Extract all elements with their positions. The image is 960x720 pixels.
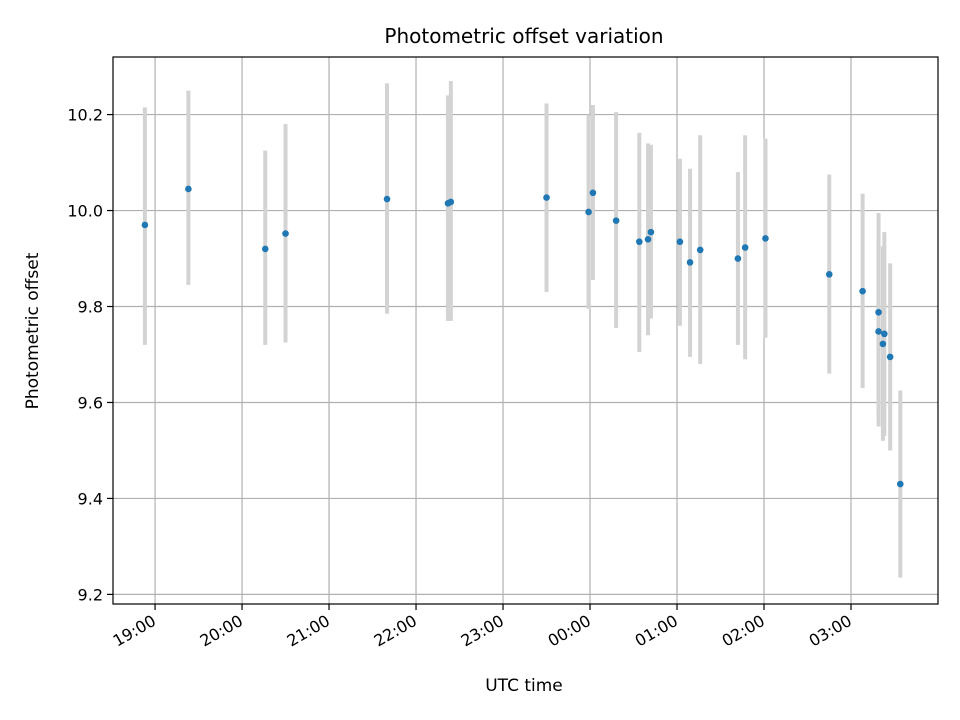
x-tick-label: 20:00 [197,611,246,651]
x-tick-label: 21:00 [284,611,333,651]
y-tick-label: 9.4 [78,489,103,508]
y-tick-label: 10.0 [67,202,103,221]
data-point [589,189,597,197]
y-tick-label: 10.2 [67,106,103,125]
data-point [185,185,192,193]
y-axis-label: Photometric offset [23,252,43,409]
data-point [897,480,904,488]
data-point [447,198,455,206]
data-point [383,195,391,203]
x-axis-label: UTC time [485,676,563,696]
data-point [686,259,694,266]
data-point [282,230,289,237]
data-point [762,235,769,242]
data-point [696,246,704,254]
data-point [875,328,882,335]
x-tick-label: 01:00 [632,611,681,651]
data-point [644,236,652,243]
data-point [879,340,887,348]
grid-layer [113,57,938,604]
x-tick-label: 19:00 [110,611,159,651]
x-tick-label: 03:00 [806,611,855,651]
x-tick-label: 23:00 [458,611,507,651]
x-tick-label: 22:00 [371,611,420,651]
data-point [261,245,269,253]
data-point [647,228,655,236]
x-tick-label: 02:00 [719,611,768,651]
y-tick-label: 9.8 [78,298,103,317]
errorbar-layer [142,80,903,578]
data-point [636,238,643,246]
y-tick-label: 9.2 [78,585,103,604]
point-layer [141,185,904,488]
data-point [543,194,550,201]
data-point [612,217,620,224]
x-tick-label: 00:00 [545,611,594,651]
data-point [859,287,866,295]
x-tick-layer: 19:00 20:00 21:00 22:00 23:00 00:00 01:00 02:00… [110,604,855,651]
y-tick-layer: 9.2 9.4 9.6 9.8 10.0 10.2 [67,106,113,604]
data-point [734,255,742,262]
data-point [141,221,149,229]
chart-title: Photometric offset variation [384,24,663,48]
data-point [676,238,684,246]
plot-frame [112,56,939,605]
data-point [825,271,833,278]
data-point [881,330,888,338]
data-point [585,208,592,216]
data-point [886,353,894,361]
data-point [741,244,749,251]
data-point [875,308,882,316]
y-tick-label: 9.6 [78,393,103,412]
